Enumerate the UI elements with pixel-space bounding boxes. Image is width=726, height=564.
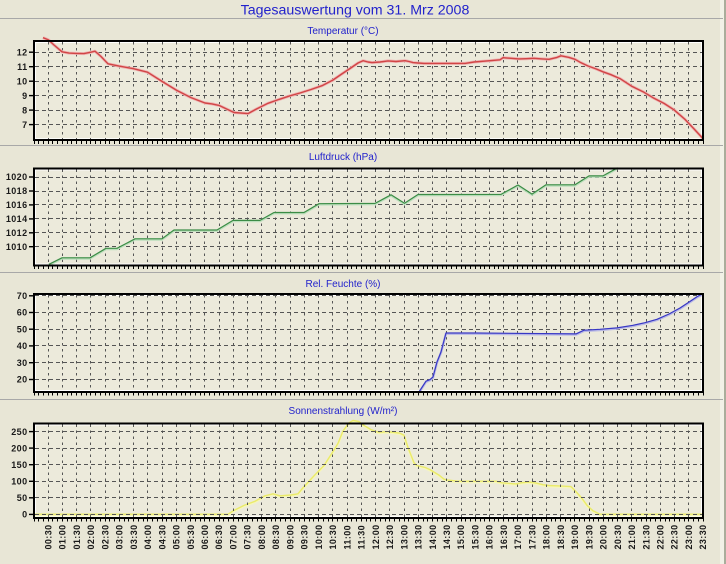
svg-text:09:30: 09:30 [300, 524, 310, 549]
svg-text:20: 20 [17, 375, 28, 385]
svg-text:12: 12 [17, 47, 28, 57]
svg-text:17:30: 17:30 [527, 524, 537, 549]
svg-text:0: 0 [22, 510, 27, 520]
svg-text:21:00: 21:00 [627, 524, 637, 549]
svg-text:19:30: 19:30 [584, 524, 594, 549]
svg-text:16:30: 16:30 [499, 524, 509, 549]
svg-text:00:30: 00:30 [43, 524, 53, 549]
svg-text:10:00: 10:00 [314, 524, 324, 549]
svg-text:Luftdruck (hPa): Luftdruck (hPa) [309, 152, 377, 163]
svg-text:23:30: 23:30 [698, 524, 708, 549]
svg-text:40: 40 [17, 341, 28, 351]
svg-text:18:00: 18:00 [542, 524, 552, 549]
svg-text:50: 50 [17, 493, 28, 503]
svg-text:1010: 1010 [6, 242, 28, 252]
svg-text:8: 8 [22, 105, 27, 115]
svg-text:07:30: 07:30 [243, 524, 253, 549]
svg-text:21:30: 21:30 [641, 524, 651, 549]
svg-text:Temperatur (°C): Temperatur (°C) [307, 26, 378, 37]
svg-text:70: 70 [17, 291, 28, 301]
svg-text:08:00: 08:00 [257, 524, 267, 549]
svg-text:11:00: 11:00 [342, 525, 352, 550]
svg-text:10: 10 [17, 76, 28, 86]
svg-text:05:00: 05:00 [172, 524, 182, 549]
svg-text:1014: 1014 [6, 214, 28, 224]
svg-text:150: 150 [11, 460, 27, 470]
svg-text:11: 11 [17, 62, 27, 72]
svg-text:9: 9 [22, 91, 27, 101]
svg-text:16:00: 16:00 [485, 524, 495, 549]
svg-text:03:30: 03:30 [129, 524, 139, 549]
svg-text:07:00: 07:00 [229, 524, 239, 549]
svg-text:50: 50 [17, 324, 28, 334]
svg-text:15:00: 15:00 [456, 524, 466, 549]
svg-text:17:00: 17:00 [513, 524, 523, 549]
svg-text:18:30: 18:30 [556, 524, 566, 549]
svg-text:13:00: 13:00 [399, 524, 409, 549]
svg-text:08:30: 08:30 [271, 524, 281, 549]
svg-text:06:30: 06:30 [214, 524, 224, 549]
svg-text:04:30: 04:30 [157, 524, 167, 549]
svg-text:22:30: 22:30 [670, 524, 680, 549]
svg-text:20:30: 20:30 [613, 524, 623, 549]
svg-text:30: 30 [17, 358, 28, 368]
svg-text:100: 100 [11, 477, 27, 487]
svg-text:20:00: 20:00 [599, 524, 609, 549]
svg-text:1016: 1016 [6, 200, 28, 210]
svg-text:02:30: 02:30 [100, 524, 110, 549]
svg-text:01:00: 01:00 [58, 524, 68, 549]
svg-text:01:30: 01:30 [72, 524, 82, 549]
svg-text:Rel. Feuchte (%): Rel. Feuchte (%) [305, 279, 380, 290]
svg-text:09:00: 09:00 [285, 524, 295, 549]
svg-text:60: 60 [17, 308, 28, 318]
svg-text:200: 200 [11, 443, 27, 453]
svg-text:Sonnenstrahlung (W/m²): Sonnenstrahlung (W/m²) [289, 406, 398, 417]
svg-text:Tagesauswertung vom 31. Mrz 20: Tagesauswertung vom 31. Mrz 2008 [241, 3, 470, 19]
svg-text:1020: 1020 [6, 172, 28, 182]
svg-text:11:30: 11:30 [357, 525, 367, 550]
svg-text:03:00: 03:00 [115, 524, 125, 549]
svg-text:1018: 1018 [6, 186, 28, 196]
svg-text:19:00: 19:00 [570, 524, 580, 549]
svg-text:13:30: 13:30 [414, 524, 424, 549]
svg-text:12:30: 12:30 [385, 524, 395, 549]
svg-text:250: 250 [11, 427, 27, 437]
svg-text:7: 7 [22, 120, 27, 130]
svg-text:1012: 1012 [6, 228, 28, 238]
svg-text:14:30: 14:30 [442, 524, 452, 549]
svg-text:10:30: 10:30 [328, 524, 338, 549]
svg-text:12:00: 12:00 [371, 524, 381, 549]
svg-text:15:30: 15:30 [471, 524, 481, 549]
svg-text:02:00: 02:00 [86, 524, 96, 549]
svg-text:22:00: 22:00 [656, 524, 666, 549]
svg-text:04:00: 04:00 [143, 524, 153, 549]
svg-text:14:00: 14:00 [428, 524, 438, 549]
svg-text:23:00: 23:00 [684, 524, 694, 549]
svg-text:06:00: 06:00 [200, 524, 210, 549]
svg-text:05:30: 05:30 [186, 524, 196, 549]
